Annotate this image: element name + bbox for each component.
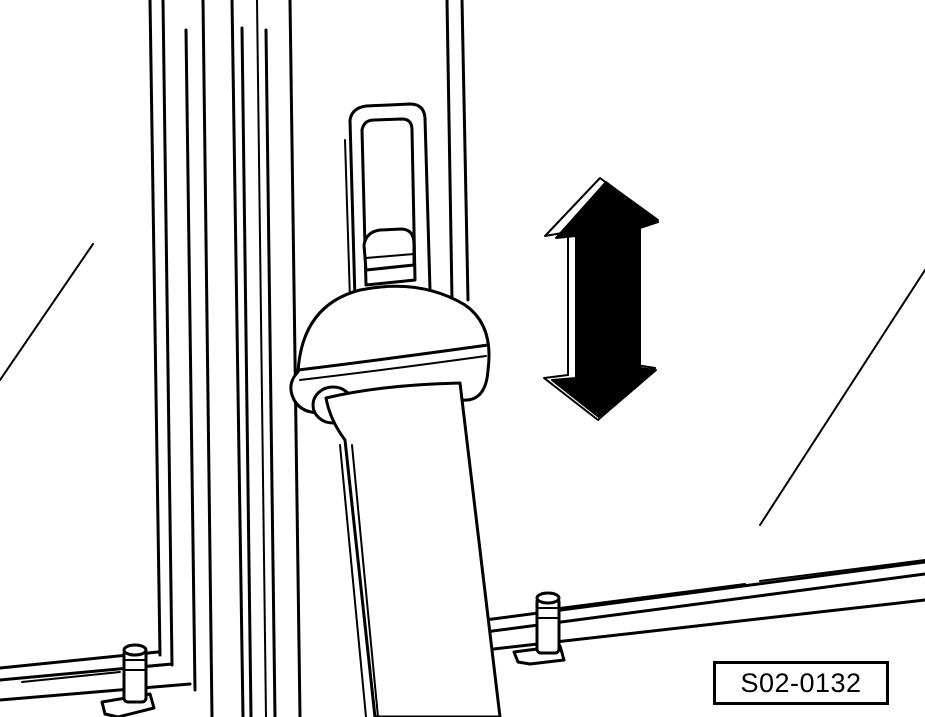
left-window (0, 0, 214, 717)
b-pillar (230, 0, 302, 717)
adjuster-button (362, 227, 416, 272)
door-lock-knob-left (100, 643, 156, 717)
right-window (445, 0, 925, 652)
seat-belt-webbing (324, 381, 502, 717)
figure-reference-label: S02-0132 (713, 661, 889, 705)
shoulder-anchor (289, 284, 491, 425)
door-lock-knob-right (512, 591, 566, 666)
height-adjuster-track (344, 102, 432, 302)
up-down-double-arrow-icon (543, 177, 659, 421)
